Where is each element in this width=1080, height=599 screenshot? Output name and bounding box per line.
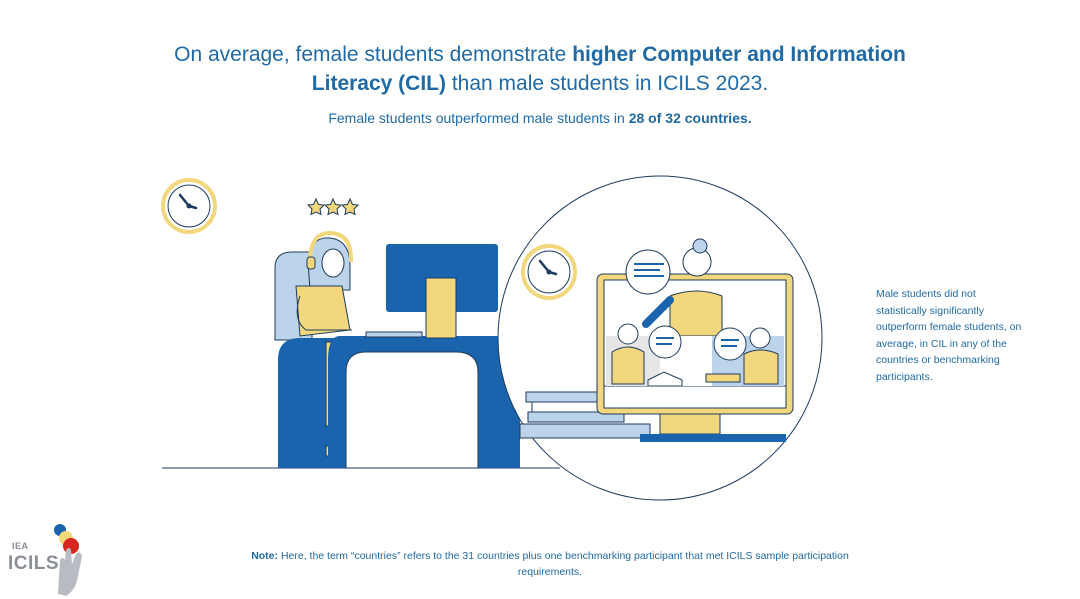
headline-bold: higher Computer and Information Literacy… bbox=[311, 43, 906, 95]
footnote-label: Note: bbox=[251, 550, 279, 562]
footnote-text: Here, the term “countries” refers to the… bbox=[278, 550, 849, 578]
monitor-icon bbox=[365, 244, 498, 339]
icils-logo-icon bbox=[54, 524, 82, 596]
desk bbox=[328, 336, 520, 469]
logo-org-text: IEA bbox=[12, 541, 29, 551]
video-call-monitor bbox=[596, 238, 794, 442]
subheadline-bold: 28 of 32 countries. bbox=[628, 110, 752, 126]
students-illustration bbox=[161, 175, 823, 501]
headline-part1: On average, female students demonstrate bbox=[174, 43, 573, 66]
subheadline-part1: Female students outperformed male studen… bbox=[328, 110, 629, 126]
footnote: Note: Here, the term “countries” refers … bbox=[250, 548, 850, 580]
books-stack-icon bbox=[519, 391, 651, 439]
headline-part2: than male students in ICILS 2023. bbox=[446, 72, 769, 95]
side-note: Male students did not statistically sign… bbox=[876, 288, 1022, 383]
clock-icon bbox=[161, 178, 217, 234]
clock-icon bbox=[521, 244, 577, 300]
subheadline: Female students outperformed male studen… bbox=[140, 110, 940, 126]
headline: On average, female students demonstrate … bbox=[140, 40, 940, 98]
rating-stars-icon bbox=[306, 197, 360, 216]
logo-name-text: ICILS bbox=[8, 553, 60, 574]
